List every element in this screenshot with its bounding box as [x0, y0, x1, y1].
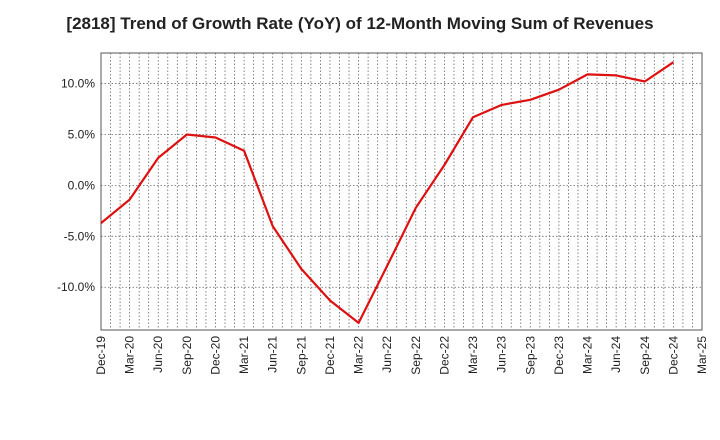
x-tick-label: Jun-20: [151, 336, 165, 373]
y-tick-label: -10.0%: [57, 280, 95, 294]
x-tick-label: Sep-23: [523, 336, 537, 375]
series-line: [100, 61, 675, 324]
horizontal-grid: [101, 83, 702, 288]
x-tick-label: Dec-23: [552, 336, 566, 375]
y-tick-label: -5.0%: [64, 229, 96, 243]
x-tick-label: Mar-25: [695, 336, 709, 374]
x-tick-label: Jun-21: [266, 336, 280, 373]
x-tick-label: Dec-20: [208, 336, 222, 375]
x-tick-label: Sep-20: [180, 336, 194, 375]
x-tick-label: Jun-24: [609, 336, 623, 373]
x-tick-label: Mar-24: [581, 336, 595, 374]
x-tick-label: Jun-23: [495, 336, 509, 373]
chart-title: [2818] Trend of Growth Rate (YoY) of 12-…: [66, 14, 654, 33]
plot-area-frame: [100, 52, 703, 331]
x-tick-label: Mar-21: [237, 336, 251, 374]
x-tick-label: Dec-19: [94, 336, 108, 375]
x-tick-label: Dec-24: [666, 336, 680, 375]
x-tick-label: Sep-21: [294, 336, 308, 375]
x-tick-label: Sep-24: [638, 336, 652, 375]
y-tick-label: 0.0%: [68, 178, 96, 192]
y-tick-label: 5.0%: [68, 127, 96, 141]
x-tick-label: Mar-20: [123, 336, 137, 374]
vertical-grid: [110, 53, 693, 330]
x-tick-label: Mar-23: [466, 336, 480, 374]
x-tick-label: Jun-22: [380, 336, 394, 373]
x-tick-label: Sep-22: [409, 336, 423, 375]
x-tick-label: Dec-22: [437, 336, 451, 375]
y-axis-labels: 10.0% 5.0% 0.0% -5.0% -10.0%: [57, 77, 95, 295]
y-tick-label: 10.0%: [61, 77, 95, 91]
x-tick-label: Dec-21: [323, 336, 337, 375]
x-axis-labels: Dec-19 Mar-20 Jun-20 Sep-20 Dec-20 Mar-21 Jun-…: [94, 336, 709, 375]
x-tick-label: Mar-22: [352, 336, 366, 374]
